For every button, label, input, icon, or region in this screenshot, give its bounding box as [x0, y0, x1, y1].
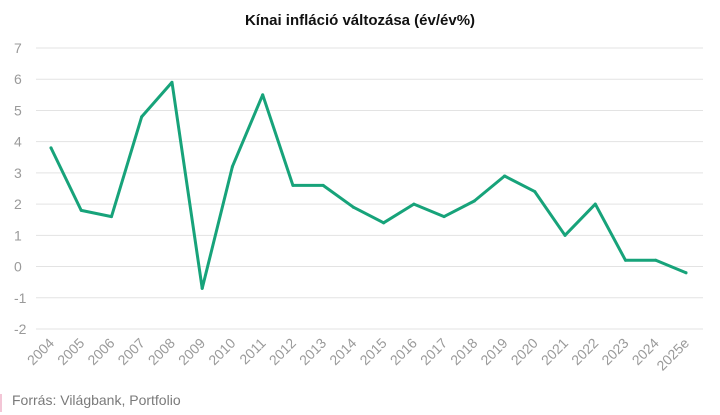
x-tick-label: 2020: [508, 335, 541, 368]
x-tick-label: 2010: [205, 335, 238, 368]
x-tick-label: 2013: [296, 335, 329, 368]
x-tick-label: 2014: [326, 335, 359, 368]
x-tick-label: 2025e: [653, 335, 692, 374]
x-tick-label: 2019: [477, 335, 510, 368]
data-point: [533, 190, 537, 194]
y-tick-label: -2: [14, 321, 27, 337]
data-point: [351, 205, 355, 209]
data-point: [321, 183, 325, 187]
x-tick-label: 2018: [447, 335, 480, 368]
data-point: [261, 93, 265, 97]
data-point: [624, 258, 628, 262]
x-tick-label: 2007: [114, 335, 147, 368]
x-tick-label: 2021: [538, 335, 571, 368]
data-point: [442, 215, 446, 219]
data-point: [109, 215, 113, 219]
x-tick-label: 2012: [266, 335, 299, 368]
y-tick-label: 1: [14, 227, 22, 243]
y-tick-label: 6: [14, 71, 22, 87]
line-chart: 7 6 5 4 3 2 1 0 -1 -22004200520062007200820092010…: [14, 40, 703, 374]
x-tick-label: 2022: [568, 335, 601, 368]
x-tick-label: 2023: [598, 335, 631, 368]
data-point: [170, 80, 174, 84]
series-line: [49, 80, 688, 290]
x-tick-label: 2017: [417, 335, 450, 368]
x-tick-label: 2004: [24, 335, 57, 368]
x-tick-label: 2006: [84, 335, 117, 368]
source-accent-bar: [0, 394, 2, 412]
y-tick-label: 2: [14, 196, 22, 212]
data-point: [291, 183, 295, 187]
data-point: [563, 233, 567, 237]
y-tick-label: -1: [14, 290, 27, 306]
data-point: [230, 165, 234, 169]
data-point: [412, 202, 416, 206]
x-tick-label: 2016: [387, 335, 420, 368]
data-point: [140, 115, 144, 119]
data-point: [503, 174, 507, 178]
x-tick-label: 2005: [54, 335, 87, 368]
data-point: [684, 271, 688, 275]
data-point: [49, 146, 53, 150]
y-tick-label: 4: [14, 134, 22, 150]
x-tick-label: 2008: [145, 335, 178, 368]
data-point: [472, 199, 476, 203]
data-point: [200, 286, 204, 290]
y-tick-label: 0: [14, 259, 22, 275]
data-point: [593, 202, 597, 206]
data-point: [382, 221, 386, 225]
x-tick-label: 2009: [175, 335, 208, 368]
x-tick-label: 2015: [356, 335, 389, 368]
y-tick-label: 3: [14, 165, 22, 181]
chart-title: Kínai infláció változása (év/év%): [244, 12, 476, 29]
source-note: Forrás: Világbank, Portfolio: [12, 392, 181, 408]
x-tick-label: 2011: [236, 335, 269, 368]
data-point: [654, 258, 658, 262]
data-point: [79, 208, 83, 212]
y-tick-label: 7: [14, 40, 22, 56]
y-tick-label: 5: [14, 102, 22, 118]
